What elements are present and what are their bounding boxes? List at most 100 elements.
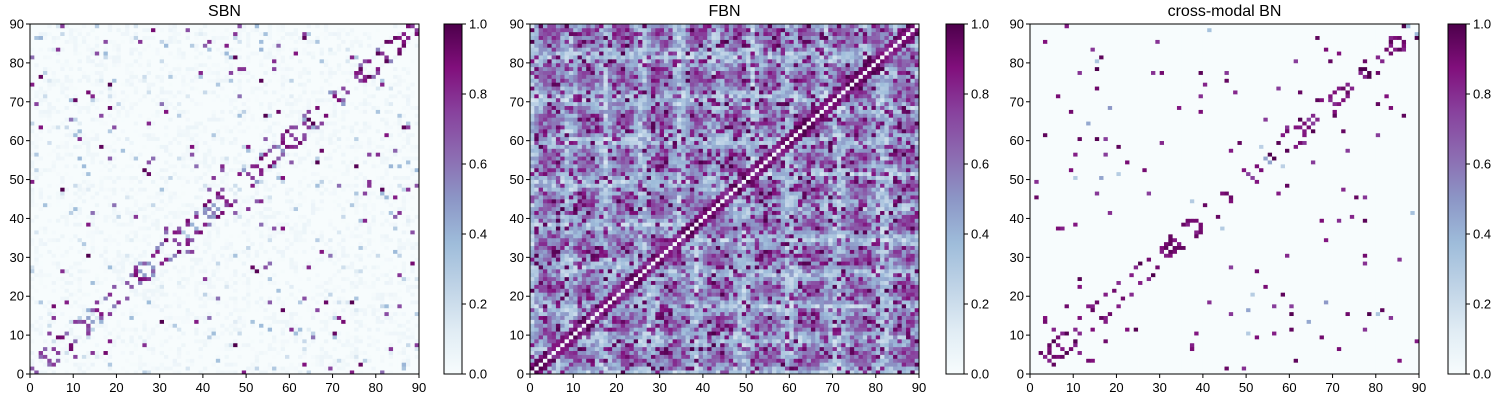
heatmap-cell [129, 347, 134, 351]
heatmap-cell [285, 230, 290, 234]
heatmap-cell [363, 234, 368, 238]
heatmap-cell [237, 312, 242, 316]
heatmap-cell [298, 253, 303, 257]
heatmap-cell [103, 362, 108, 366]
heatmap-cell [376, 234, 381, 238]
heatmap-cell [82, 226, 87, 230]
heatmap-cell [129, 273, 134, 277]
heatmap-cell [194, 312, 199, 316]
heatmap-cell [337, 362, 342, 366]
heatmap-cell [155, 335, 160, 339]
heatmap-cell [367, 347, 372, 351]
heatmap-cell [380, 250, 385, 254]
heatmap-cell [384, 355, 389, 359]
heatmap-cell [397, 164, 402, 168]
heatmap-cell [173, 180, 178, 184]
heatmap-cell [220, 304, 225, 308]
heatmap-cell [341, 226, 346, 230]
heatmap-cell [216, 172, 221, 176]
heatmap-cell [371, 257, 376, 261]
heatmap-cell [34, 187, 39, 191]
heatmap-cell [302, 277, 307, 281]
heatmap-cell [328, 362, 333, 366]
heatmap-cell [242, 253, 247, 257]
heatmap-cell [406, 187, 411, 191]
heatmap-cell [216, 207, 221, 211]
heatmap-cell [307, 199, 312, 203]
heatmap-cell [294, 292, 299, 296]
heatmap-cell [315, 230, 320, 234]
heatmap-cell [56, 320, 61, 324]
heatmap-cell [160, 257, 165, 261]
heatmap-cell [177, 347, 182, 351]
heatmap-cell [384, 304, 389, 308]
heatmap-cell [406, 320, 411, 324]
heatmap-cell [52, 183, 57, 187]
heatmap-cell [289, 358, 294, 362]
heatmap-cell [393, 176, 398, 180]
heatmap-cell [402, 218, 407, 222]
heatmap-cell [60, 304, 65, 308]
heatmap-cell [216, 215, 221, 219]
heatmap-cell [86, 238, 91, 242]
heatmap-cell [134, 172, 139, 176]
heatmap-cell [78, 285, 83, 289]
heatmap-cell [358, 355, 363, 359]
heatmap-cell [255, 316, 260, 320]
heatmap-cell [389, 288, 394, 292]
heatmap-cell [354, 343, 359, 347]
heatmap-cell [255, 180, 260, 184]
heatmap-cell [121, 355, 126, 359]
heatmap-cell [177, 316, 182, 320]
heatmap-cell [181, 285, 186, 289]
heatmap-cell [333, 250, 338, 254]
heatmap-cell [311, 164, 316, 168]
heatmap-cell [376, 320, 381, 324]
heatmap-cell [56, 285, 61, 289]
heatmap-cell [129, 335, 134, 339]
heatmap-cell [186, 246, 191, 250]
heatmap-cell [103, 253, 108, 257]
heatmap-cell [151, 265, 156, 269]
heatmap-cell [285, 320, 290, 324]
heatmap-cell [276, 351, 281, 355]
heatmap-cell [380, 183, 385, 187]
heatmap-cell [147, 199, 152, 203]
heatmap-cell [354, 347, 359, 351]
heatmap-cell [397, 347, 402, 351]
heatmap-cell [397, 323, 402, 327]
heatmap-cell [250, 285, 255, 289]
heatmap-cell [121, 218, 126, 222]
heatmap-cell [346, 292, 351, 296]
heatmap-cell [315, 207, 320, 211]
heatmap-cell [354, 327, 359, 331]
heatmap-cell [311, 261, 316, 265]
heatmap-cell [147, 323, 152, 327]
heatmap-cell [302, 257, 307, 261]
heatmap-cell [354, 215, 359, 219]
heatmap-cell [255, 366, 260, 370]
heatmap-cell [410, 187, 415, 191]
heatmap-cell [203, 269, 208, 273]
heatmap-cell [73, 160, 78, 164]
heatmap-cell [268, 257, 273, 261]
heatmap-cell [263, 269, 268, 273]
heatmap-cell [129, 292, 134, 296]
heatmap-cell [350, 238, 355, 242]
heatmap-cell [250, 230, 255, 234]
heatmap-cell [315, 246, 320, 250]
heatmap-cell [250, 222, 255, 226]
heatmap-cell [328, 234, 333, 238]
heatmap-cell [298, 187, 303, 191]
heatmap-cell [39, 285, 44, 289]
heatmap-cell [82, 195, 87, 199]
heatmap-cell [363, 265, 368, 269]
heatmap-cell [350, 183, 355, 187]
heatmap-cell [82, 296, 87, 300]
heatmap-cell [56, 347, 61, 351]
heatmap-cell [125, 343, 130, 347]
heatmap-cell [289, 191, 294, 195]
heatmap-cell [39, 355, 44, 359]
heatmap-cell [78, 207, 83, 211]
heatmap-cell [255, 253, 260, 257]
